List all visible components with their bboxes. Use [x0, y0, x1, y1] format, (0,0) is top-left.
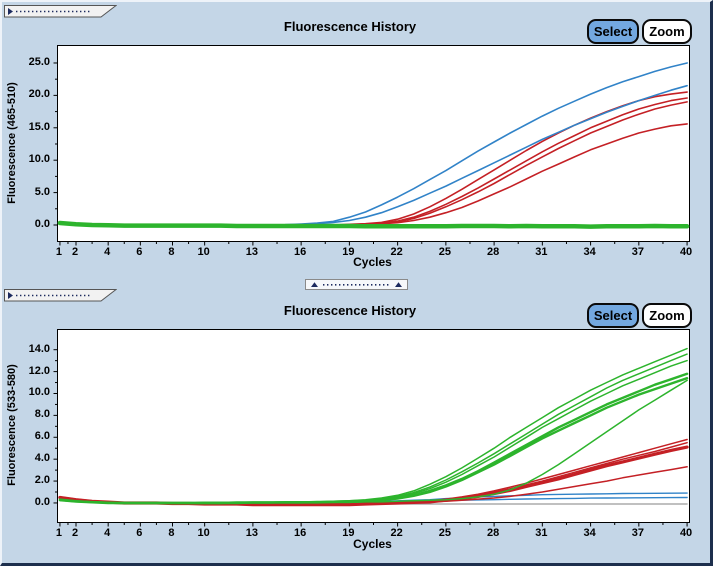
y-tick-label: 10.0 — [28, 386, 50, 399]
x-tick-label: 31 — [535, 527, 548, 539]
x-tick-label: 2 — [71, 246, 79, 258]
collapse-handle-icon[interactable] — [4, 5, 117, 18]
plot-canvas — [53, 62, 690, 246]
series-line[interactable] — [59, 359, 688, 504]
y-tick-label: 0.0 — [34, 495, 50, 508]
x-tick-label: 8 — [168, 527, 175, 539]
collapse-handle-icon[interactable] — [4, 289, 117, 302]
y-tick-label: 12.0 — [28, 364, 50, 377]
plot-area[interactable] — [53, 329, 690, 527]
y-tick-label: 15.0 — [28, 120, 50, 133]
x-tick-label: 22 — [390, 527, 403, 539]
collapse-up-icon — [395, 282, 402, 287]
series-line[interactable] — [59, 379, 688, 504]
x-tick-label: 19 — [342, 246, 355, 258]
expand-arrow-icon — [8, 292, 13, 299]
x-tick-label: 34 — [583, 527, 596, 539]
series-line[interactable] — [59, 123, 688, 227]
series-line[interactable] — [58, 445, 689, 507]
select-button[interactable]: Select — [587, 303, 639, 328]
x-tick-label: 28 — [486, 246, 500, 258]
splitter-handle[interactable] — [305, 279, 408, 290]
x-tick-label: 8 — [168, 246, 175, 258]
plot-canvas — [53, 347, 689, 527]
series-line[interactable] — [59, 101, 688, 227]
fluorescence-panel-465-510: Fluorescence History Select Zoom Fluores… — [2, 4, 710, 282]
zoom-button[interactable]: Zoom — [642, 303, 692, 328]
x-tick-label: 2 — [71, 527, 79, 539]
x-tick-label: 40 — [679, 246, 693, 258]
x-tick-label: 1 — [55, 246, 62, 258]
x-tick-label: 6 — [136, 246, 143, 258]
x-tick-label: 4 — [104, 527, 111, 539]
x-tick-label: 16 — [294, 246, 307, 258]
x-tick-label: 28 — [486, 527, 500, 539]
y-tick-label: 14.0 — [28, 342, 50, 355]
x-axis-title: Cycles — [353, 255, 392, 269]
select-button[interactable]: Select — [587, 19, 639, 44]
series-line[interactable] — [59, 441, 688, 505]
y-tick-label: 4.0 — [34, 452, 50, 465]
y-tick-label: 25.0 — [28, 55, 50, 68]
expand-arrow-icon — [8, 8, 13, 15]
x-tick-label: 13 — [245, 527, 259, 539]
y-axis-title: Fluorescence (533-580) — [6, 364, 19, 486]
y-tick-label: 5.0 — [34, 185, 50, 198]
plot-area[interactable] — [53, 45, 690, 246]
x-axis-title: Cycles — [353, 537, 392, 551]
x-tick-label: 25 — [438, 527, 451, 539]
y-tick-label: 0.0 — [34, 217, 50, 230]
x-tick-label: 19 — [342, 527, 355, 539]
y-tick-label: 10.0 — [28, 153, 50, 166]
x-tick-label: 13 — [245, 246, 259, 258]
series-line[interactable] — [59, 347, 688, 504]
x-tick-label: 16 — [294, 527, 307, 539]
zoom-button[interactable]: Zoom — [642, 19, 692, 44]
x-tick-label: 1 — [55, 527, 62, 539]
x-tick-label: 4 — [104, 246, 111, 258]
y-tick-label: 6.0 — [34, 430, 50, 443]
x-tick-label: 22 — [390, 246, 403, 258]
x-tick-label: 6 — [136, 527, 143, 539]
y-tick-label: 20.0 — [28, 88, 50, 101]
y-axis-title-wrap: Fluorescence (533-580) — [2, 329, 22, 521]
y-axis-title-wrap: Fluorescence (465-510) — [2, 45, 22, 240]
x-tick-label: 10 — [197, 246, 210, 258]
x-tick-label: 37 — [631, 527, 644, 539]
series-line[interactable] — [59, 91, 688, 227]
chart-title: Fluorescence History — [283, 303, 417, 318]
x-tick-label: 25 — [438, 246, 451, 258]
series-line[interactable] — [59, 84, 688, 226]
y-tick-label: 8.0 — [34, 408, 50, 421]
x-tick-label: 34 — [583, 246, 596, 258]
x-tick-label: 40 — [679, 527, 693, 539]
collapse-up-icon — [311, 282, 318, 287]
series-line[interactable] — [59, 62, 688, 226]
x-tick-label: 31 — [535, 246, 548, 258]
series-line[interactable] — [57, 220, 690, 229]
y-tick-label: 2.0 — [34, 474, 50, 487]
series-line[interactable] — [59, 353, 688, 504]
fluorescence-panel-533-580: Fluorescence History Select Zoom Fluores… — [2, 288, 710, 563]
x-tick-label: 37 — [631, 246, 644, 258]
x-tick-label: 10 — [197, 527, 210, 539]
chart-title: Fluorescence History — [283, 19, 417, 34]
